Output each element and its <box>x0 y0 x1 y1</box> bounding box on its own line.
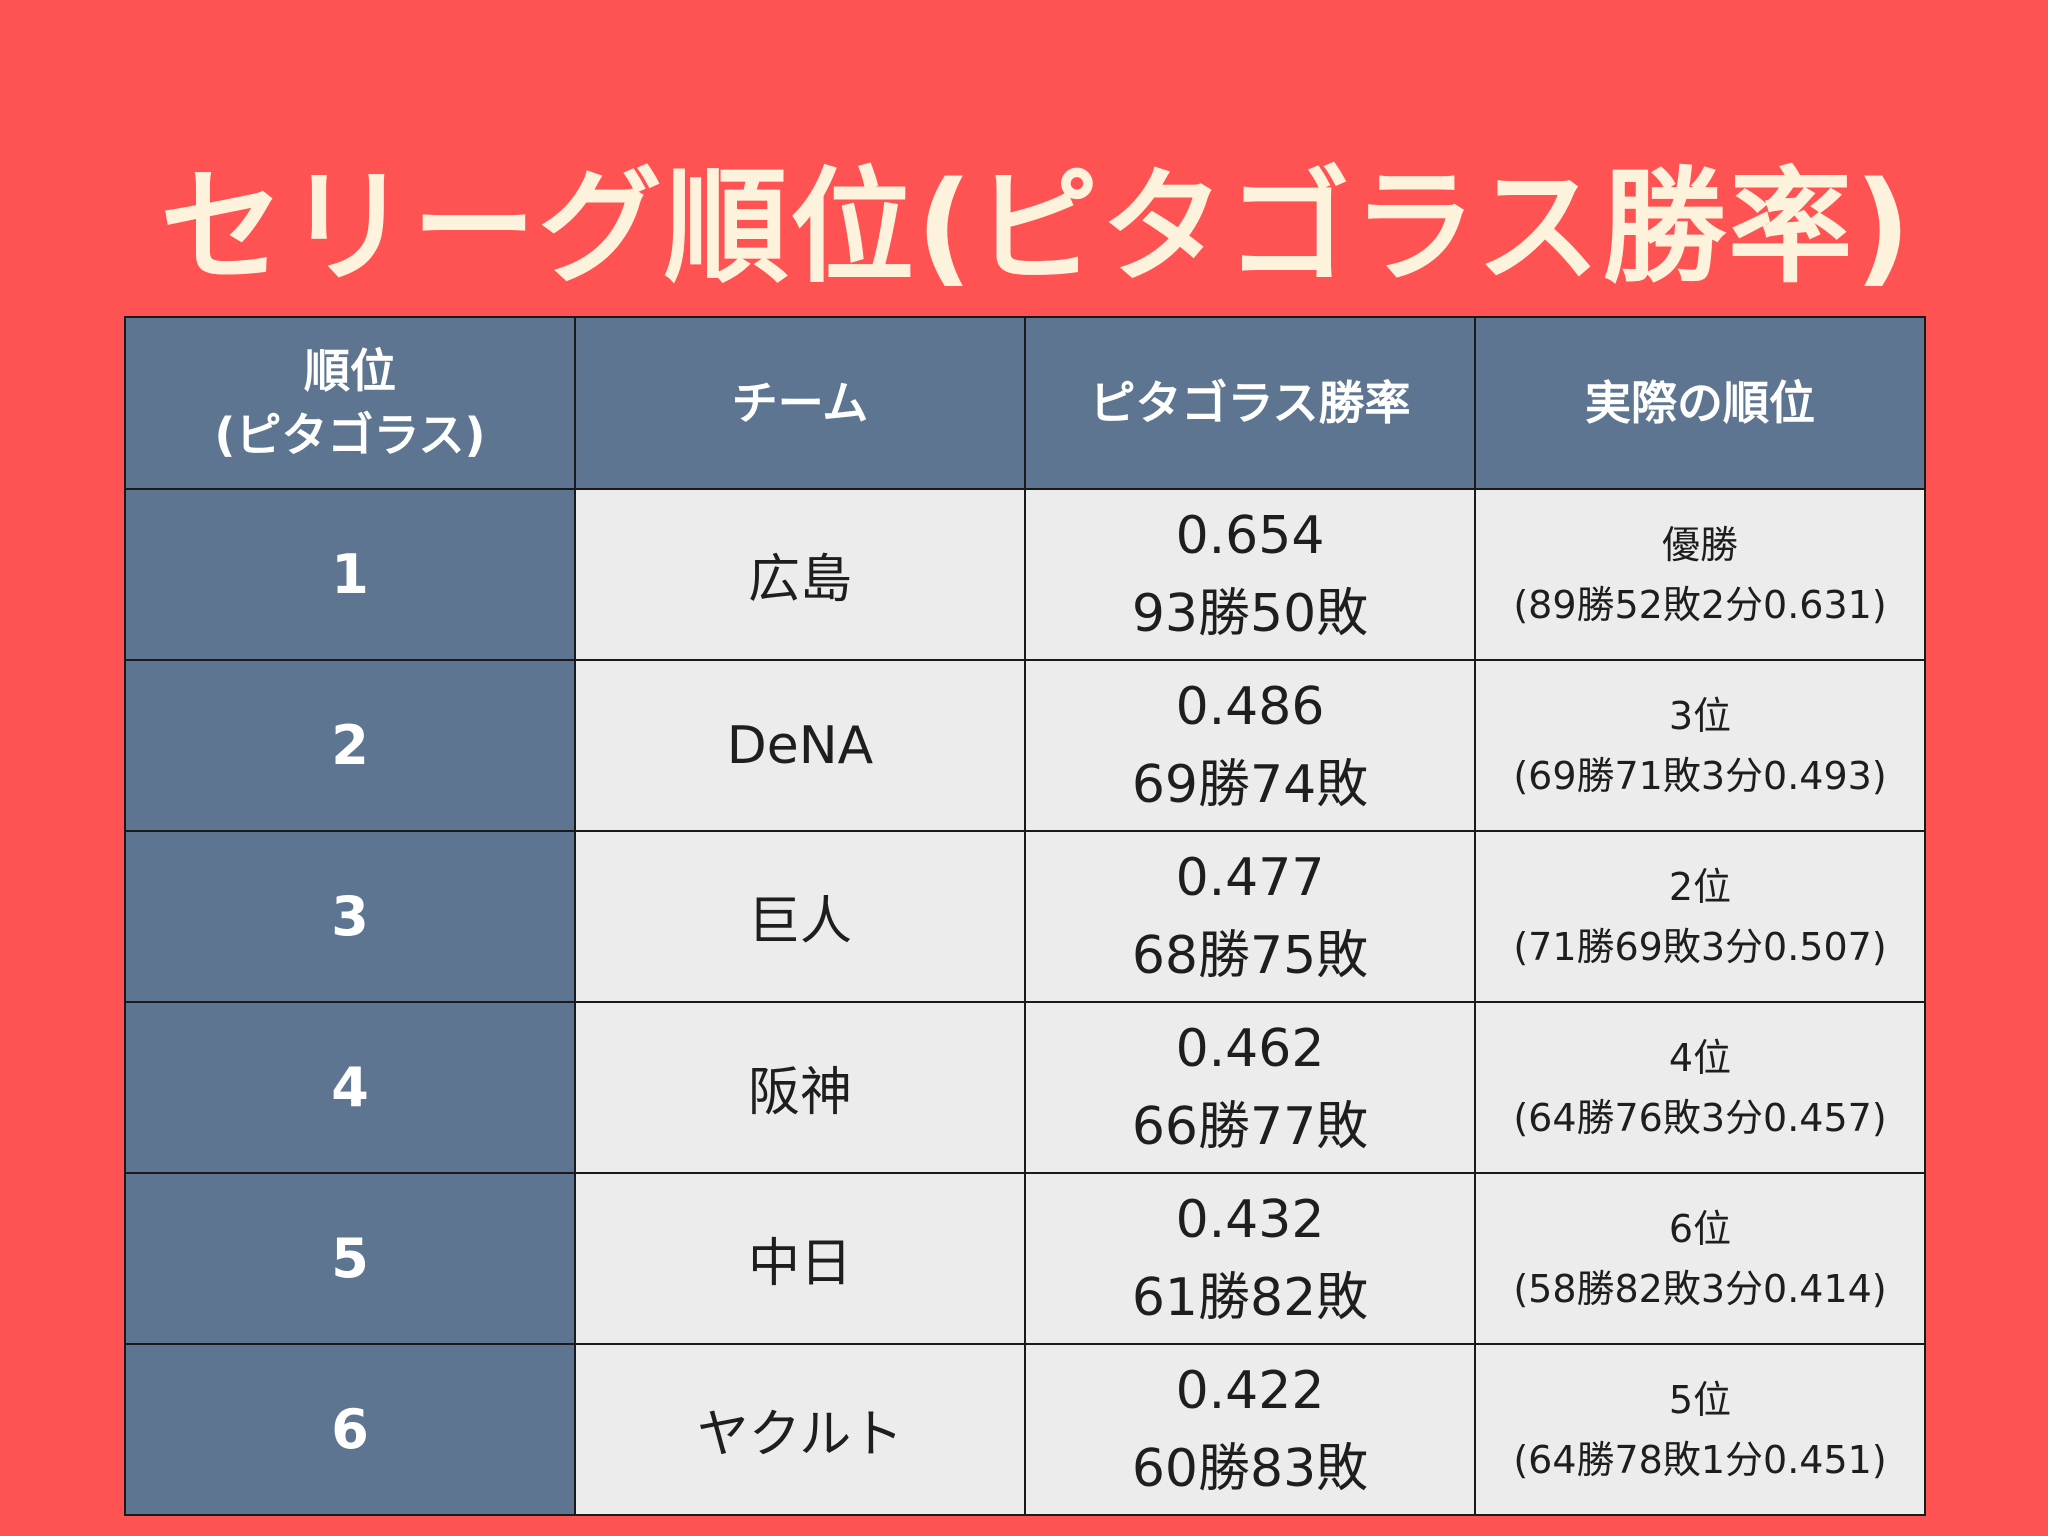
pythagorean-cell: 0.654 93勝50敗 <box>1024 488 1476 661</box>
team-cell: 中日 <box>574 1172 1026 1345</box>
actual-rank: 2位 <box>1668 864 1732 909</box>
pythagorean-cell: 0.462 66勝77敗 <box>1024 1001 1476 1174</box>
actual-record: (89勝52敗2分0.631) <box>1513 582 1887 627</box>
actual-cell: 4位 (64勝76敗3分0.457) <box>1474 1001 1926 1174</box>
pythagorean-record: 60勝83敗 <box>1131 1438 1369 1499</box>
pythagorean-record: 69勝74敗 <box>1131 754 1369 815</box>
actual-record: (58勝82敗3分0.414) <box>1513 1266 1887 1311</box>
table-header-row: 順位 (ピタゴラス) チーム ピタゴラス勝率 実際の順位 <box>124 316 1926 490</box>
rank-cell: 6 <box>124 1343 576 1516</box>
rank-cell: 4 <box>124 1001 576 1174</box>
table-row: 3 巨人 0.477 68勝75敗 2位 (71勝69敗3分0.507) <box>124 830 1926 1003</box>
header-rank-line1: 順位 <box>304 343 396 398</box>
rank-cell: 1 <box>124 488 576 661</box>
pythagorean-cell: 0.486 69勝74敗 <box>1024 659 1476 832</box>
rank-cell: 3 <box>124 830 576 1003</box>
pythagorean-rate: 0.462 <box>1175 1018 1325 1079</box>
table-row: 1 広島 0.654 93勝50敗 優勝 (89勝52敗2分0.631) <box>124 488 1926 661</box>
pythagorean-rate: 0.486 <box>1175 676 1325 737</box>
table-row: 4 阪神 0.462 66勝77敗 4位 (64勝76敗3分0.457) <box>124 1001 1926 1174</box>
actual-rank: 6位 <box>1668 1206 1732 1251</box>
pythagorean-record: 93勝50敗 <box>1131 583 1369 644</box>
team-cell: 巨人 <box>574 830 1026 1003</box>
pythagorean-rate: 0.432 <box>1175 1189 1325 1250</box>
table-row: 5 中日 0.432 61勝82敗 6位 (58勝82敗3分0.414) <box>124 1172 1926 1345</box>
actual-cell: 2位 (71勝69敗3分0.507) <box>1474 830 1926 1003</box>
team-cell: 阪神 <box>574 1001 1026 1174</box>
rank-cell: 5 <box>124 1172 576 1345</box>
actual-cell: 5位 (64勝78敗1分0.451) <box>1474 1343 1926 1516</box>
actual-cell: 3位 (69勝71敗3分0.493) <box>1474 659 1926 832</box>
actual-record: (71勝69敗3分0.507) <box>1513 924 1887 969</box>
pythagorean-record: 68勝75敗 <box>1131 925 1369 986</box>
actual-cell: 6位 (58勝82敗3分0.414) <box>1474 1172 1926 1345</box>
actual-cell: 優勝 (89勝52敗2分0.631) <box>1474 488 1926 661</box>
rank-cell: 2 <box>124 659 576 832</box>
pythagorean-cell: 0.422 60勝83敗 <box>1024 1343 1476 1516</box>
actual-rank: 優勝 <box>1661 522 1738 567</box>
pythagorean-rate: 0.422 <box>1175 1360 1325 1421</box>
header-rank-line2: (ピタゴラス) <box>214 408 486 462</box>
pythagorean-cell: 0.477 68勝75敗 <box>1024 830 1476 1003</box>
table-row: 2 DeNA 0.486 69勝74敗 3位 (69勝71敗3分0.493) <box>124 659 1926 832</box>
table-row: 6 ヤクルト 0.422 60勝83敗 5位 (64勝78敗1分0.451) <box>124 1343 1926 1516</box>
header-pythagorean: ピタゴラス勝率 <box>1024 316 1476 490</box>
team-cell: DeNA <box>574 659 1026 832</box>
pythagorean-rate: 0.654 <box>1175 505 1325 566</box>
actual-record: (64勝76敗3分0.457) <box>1513 1095 1887 1140</box>
page-title: セリーグ順位(ピタゴラス勝率) <box>160 156 1913 300</box>
pythagorean-record: 61勝82敗 <box>1131 1267 1369 1328</box>
actual-rank: 5位 <box>1668 1377 1732 1422</box>
pythagorean-rate: 0.477 <box>1175 847 1325 908</box>
header-rank: 順位 (ピタゴラス) <box>124 316 576 490</box>
header-actual: 実際の順位 <box>1474 316 1926 490</box>
header-team: チーム <box>574 316 1026 490</box>
team-cell: 広島 <box>574 488 1026 661</box>
pythagorean-cell: 0.432 61勝82敗 <box>1024 1172 1476 1345</box>
actual-record: (64勝78敗1分0.451) <box>1513 1437 1887 1482</box>
team-cell: ヤクルト <box>574 1343 1026 1516</box>
standings-table: 順位 (ピタゴラス) チーム ピタゴラス勝率 実際の順位 1 広島 0.654 … <box>124 316 1926 1516</box>
pythagorean-record: 66勝77敗 <box>1131 1096 1369 1157</box>
actual-rank: 3位 <box>1668 693 1732 738</box>
actual-record: (69勝71敗3分0.493) <box>1513 753 1887 798</box>
actual-rank: 4位 <box>1668 1035 1732 1080</box>
